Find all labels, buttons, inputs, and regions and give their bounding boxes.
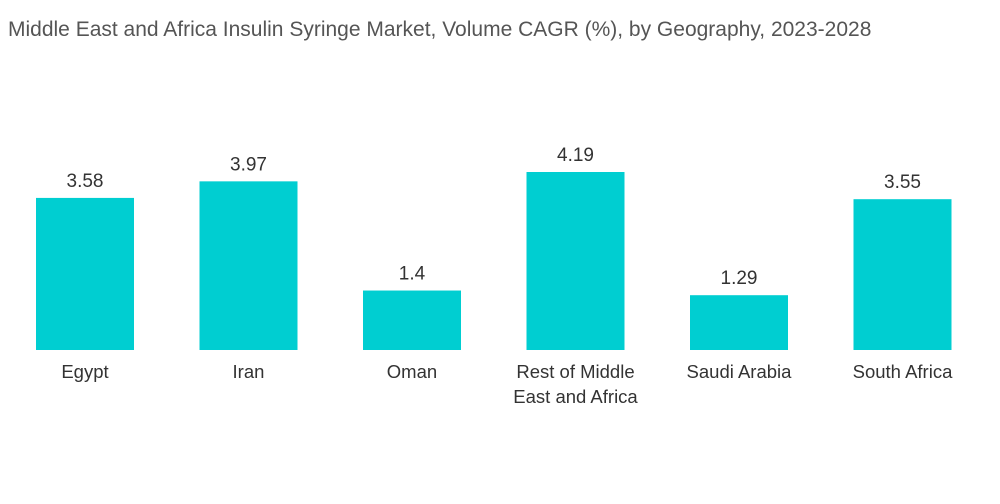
bar-value-label: 1.4 bbox=[399, 264, 426, 285]
value-labels-layer: 3.58 3.97 1.4 4.19 1.29 3.55 bbox=[67, 145, 921, 289]
category-label-line: Iran bbox=[233, 361, 265, 382]
category-label-line: Rest of Middle bbox=[516, 361, 634, 382]
category-label: Rest of Middle East and Africa bbox=[513, 361, 638, 407]
bar bbox=[36, 197, 134, 350]
category-label-line: Oman bbox=[387, 361, 437, 382]
category-labels-layer: Egypt Iran Oman Rest of Middle East and Afri… bbox=[61, 361, 953, 407]
category-label: South Africa bbox=[853, 361, 953, 382]
bar bbox=[853, 199, 952, 350]
bar bbox=[199, 181, 298, 350]
category-label: Egypt bbox=[61, 361, 108, 382]
bars-layer bbox=[36, 172, 952, 350]
bar-value-label: 3.58 bbox=[67, 171, 104, 192]
category-label-line: South Africa bbox=[853, 361, 953, 382]
bar-value-label: 3.97 bbox=[230, 154, 267, 175]
bar bbox=[363, 290, 461, 350]
bar-value-label: 3.55 bbox=[884, 172, 921, 193]
bar bbox=[690, 295, 788, 350]
bar-value-label: 1.29 bbox=[721, 268, 758, 289]
bar-value-label: 4.19 bbox=[557, 145, 594, 166]
bar bbox=[526, 172, 625, 350]
category-label: Saudi Arabia bbox=[687, 361, 793, 382]
category-label-line: Egypt bbox=[61, 361, 108, 382]
category-label-line: Saudi Arabia bbox=[687, 361, 793, 382]
category-label: Iran bbox=[233, 361, 265, 382]
chart-title: Middle East and Africa Insulin Syringe M… bbox=[8, 18, 872, 41]
category-label: Oman bbox=[387, 361, 437, 382]
category-label-line: East and Africa bbox=[513, 386, 638, 407]
